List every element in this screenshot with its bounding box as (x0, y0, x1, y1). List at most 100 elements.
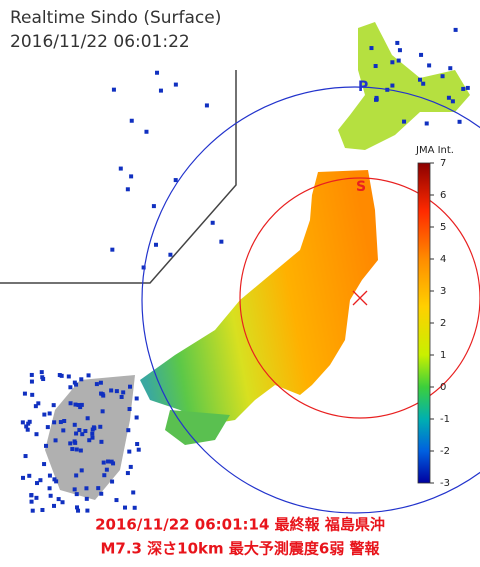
station-dot (73, 402, 78, 407)
station-dot (396, 58, 401, 63)
station-dot (29, 499, 34, 504)
station-dot (173, 178, 178, 183)
station-dot (465, 85, 470, 90)
station-dot (98, 424, 103, 429)
station-dot (36, 401, 41, 406)
inset-frame (0, 70, 237, 284)
station-dot (457, 119, 462, 124)
tick-label: 7 (440, 158, 446, 169)
station-dot (99, 439, 104, 444)
station-dot (424, 121, 429, 126)
shikoku (165, 410, 230, 445)
station-dot (54, 479, 59, 484)
station-dot (47, 411, 52, 416)
station-dot (68, 401, 73, 406)
station-dot (20, 420, 25, 425)
station-dot (100, 409, 105, 414)
station-dot (58, 420, 63, 425)
station-dot (90, 431, 95, 436)
tick-label: 4 (440, 254, 446, 265)
station-dot (78, 448, 83, 453)
honshu (140, 170, 378, 425)
station-dot (75, 505, 80, 510)
s-wave-circle (239, 177, 480, 419)
station-dot (158, 88, 163, 93)
station-dot (99, 391, 104, 396)
station-dot (128, 384, 133, 389)
station-dot (134, 396, 139, 401)
station-dot (86, 373, 91, 378)
station-dot (29, 493, 34, 498)
station-dot (448, 66, 453, 71)
station-dot (83, 429, 88, 434)
station-dot (33, 404, 38, 409)
station-dot (397, 48, 402, 53)
station-dot (129, 118, 134, 123)
station-dot (84, 486, 89, 491)
station-dot (110, 479, 115, 484)
station-dot (132, 505, 137, 510)
station-dot (90, 435, 95, 440)
tick-label: -1 (440, 414, 450, 425)
station-dot (40, 507, 45, 512)
station-dot (74, 447, 79, 452)
station-dot (395, 40, 400, 45)
station-dot (128, 464, 133, 469)
station-dot (461, 86, 466, 91)
station-dot (126, 428, 131, 433)
station-dot (76, 403, 81, 408)
station-dot (123, 505, 128, 510)
station-dot (38, 478, 43, 483)
station-dot (402, 119, 407, 124)
timestamp: 2016/11/22 06:01:22 (10, 32, 190, 52)
station-dot (390, 60, 395, 65)
tick-label: 0 (440, 382, 446, 393)
station-dot (101, 393, 106, 398)
station-dot (45, 425, 50, 430)
station-dot (40, 375, 45, 380)
station-dot (74, 492, 79, 497)
station-dot (173, 82, 178, 87)
station-dot (418, 77, 423, 82)
title: Realtime Sindo (Surface) (10, 8, 221, 28)
station-dot (129, 174, 134, 179)
station-dot (109, 388, 114, 393)
station-dot (39, 370, 44, 375)
hokkaido (338, 22, 470, 150)
station-dot (134, 415, 139, 420)
station-dot (96, 486, 101, 491)
station-dot (66, 374, 71, 379)
station-dot (125, 187, 130, 192)
station-dot (79, 402, 84, 407)
station-dot (25, 427, 30, 432)
station-dot (74, 431, 79, 436)
station-dot (79, 468, 84, 473)
station-dot (87, 438, 92, 443)
station-dot (70, 447, 75, 452)
station-dot (61, 428, 66, 433)
s-wave-label: S (356, 179, 366, 195)
station-dot (77, 428, 82, 433)
station-dot (85, 416, 90, 421)
tick-label: -3 (440, 478, 450, 489)
station-dot (52, 503, 57, 508)
station-dot (153, 242, 158, 247)
station-dot (72, 380, 77, 385)
station-dot (52, 420, 57, 425)
kyushu (45, 375, 135, 500)
colorbar (417, 162, 431, 484)
station-dot (127, 407, 132, 412)
station-dot (24, 424, 29, 429)
station-dot (155, 70, 160, 75)
station-dot (390, 83, 395, 88)
station-dot (427, 63, 432, 68)
station-dot (68, 385, 73, 390)
station-dot (34, 432, 39, 437)
station-dot (60, 500, 65, 505)
station-dot (204, 103, 209, 108)
station-dot (80, 432, 85, 437)
station-dot (119, 394, 124, 399)
p-wave-circle (141, 86, 480, 514)
tick-label: 1 (440, 350, 446, 361)
